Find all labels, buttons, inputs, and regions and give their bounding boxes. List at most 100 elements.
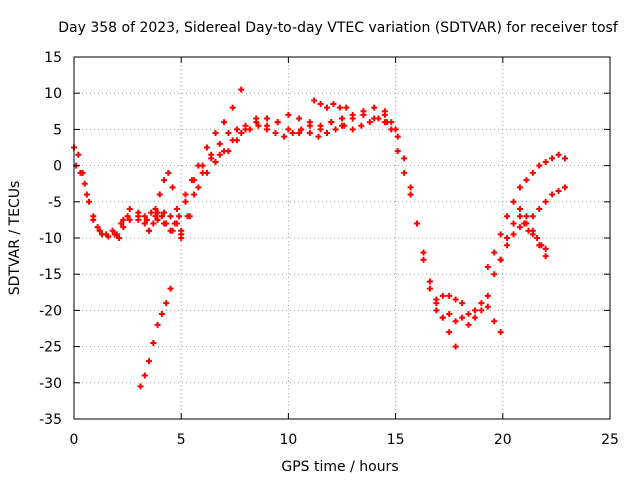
data-point	[358, 122, 365, 129]
data-point	[154, 209, 161, 216]
data-point	[336, 104, 343, 111]
data-point	[150, 220, 157, 227]
data-point	[407, 191, 414, 198]
data-point	[315, 133, 322, 140]
data-point	[510, 231, 517, 238]
data-point	[491, 318, 498, 325]
data-point	[253, 115, 260, 122]
data-point	[433, 307, 440, 314]
data-point	[549, 191, 556, 198]
data-point	[182, 191, 189, 198]
data-point	[120, 216, 127, 223]
data-point	[195, 184, 202, 191]
data-point	[521, 220, 528, 227]
data-point	[146, 358, 153, 365]
data-point	[238, 86, 245, 93]
data-point	[420, 249, 427, 256]
data-point	[446, 329, 453, 336]
data-point	[143, 216, 150, 223]
data-point	[311, 97, 318, 104]
data-point	[120, 224, 127, 231]
data-point	[381, 111, 388, 118]
data-point	[317, 126, 324, 133]
data-point	[158, 311, 165, 318]
data-point	[203, 169, 210, 176]
data-point	[497, 231, 504, 238]
axis-ticks: 0 5 10 15 20 25 -35 -30 -25 -20 -15 -10 -5 0 5 10 15	[39, 50, 619, 448]
data-point	[426, 285, 433, 292]
data-point	[523, 213, 530, 220]
data-point	[339, 115, 345, 122]
data-point	[497, 329, 504, 336]
data-point	[452, 343, 459, 350]
x-tick-label: 0	[70, 432, 79, 448]
data-point	[536, 206, 543, 213]
data-point	[154, 216, 161, 223]
y-axis-label: SDTVAR / TECUs	[7, 181, 23, 296]
data-point	[141, 372, 148, 379]
data-point	[154, 321, 161, 328]
data-point	[555, 187, 562, 194]
data-point	[208, 155, 215, 162]
data-point	[141, 213, 148, 220]
data-point	[542, 245, 549, 252]
data-point	[349, 126, 356, 133]
data-point	[446, 292, 453, 299]
data-point	[167, 227, 174, 234]
data-point	[401, 169, 408, 176]
data-point	[523, 177, 530, 184]
data-point	[439, 314, 446, 321]
data-point	[83, 191, 90, 198]
data-point	[126, 206, 133, 213]
data-point	[542, 158, 549, 165]
y-tick-label: 15	[44, 50, 62, 66]
data-point	[561, 155, 568, 162]
data-point	[538, 242, 545, 249]
data-point	[484, 292, 491, 299]
data-point	[452, 318, 459, 325]
chart-title: Day 358 of 2023, Sidereal Day-to-day VTE…	[58, 20, 619, 36]
data-point	[388, 126, 395, 133]
data-point	[96, 227, 103, 234]
data-point	[536, 162, 543, 169]
data-point	[191, 177, 198, 184]
data-point	[263, 122, 270, 129]
data-point	[401, 155, 408, 162]
data-point	[296, 115, 303, 122]
data-point	[285, 111, 292, 118]
data-point	[173, 220, 180, 227]
data-point	[274, 119, 281, 126]
data-point	[407, 184, 414, 191]
data-point	[510, 198, 517, 205]
data-point	[516, 224, 523, 231]
data-point	[98, 231, 105, 238]
data-point	[360, 111, 367, 118]
data-point	[414, 220, 421, 227]
data-point	[285, 126, 292, 133]
y-tick-label: -10	[39, 231, 62, 247]
data-point	[459, 314, 466, 321]
y-tick-label: -25	[39, 340, 62, 356]
data-point	[542, 198, 549, 205]
data-point	[94, 224, 101, 231]
data-point	[561, 184, 568, 191]
data-point	[478, 300, 485, 307]
data-point	[420, 256, 427, 263]
data-point	[242, 122, 249, 129]
data-point	[465, 321, 472, 328]
data-point	[113, 231, 120, 238]
data-point	[371, 104, 378, 111]
data-point	[161, 209, 168, 216]
data-point	[173, 206, 180, 213]
data-point	[497, 256, 504, 263]
data-point	[349, 115, 356, 122]
data-point	[199, 162, 206, 169]
data-point	[150, 339, 157, 346]
data-point	[317, 101, 324, 108]
data-point	[549, 155, 556, 162]
data-point	[137, 383, 144, 390]
data-point	[484, 303, 491, 310]
data-point	[90, 216, 97, 223]
data-point	[281, 133, 288, 140]
